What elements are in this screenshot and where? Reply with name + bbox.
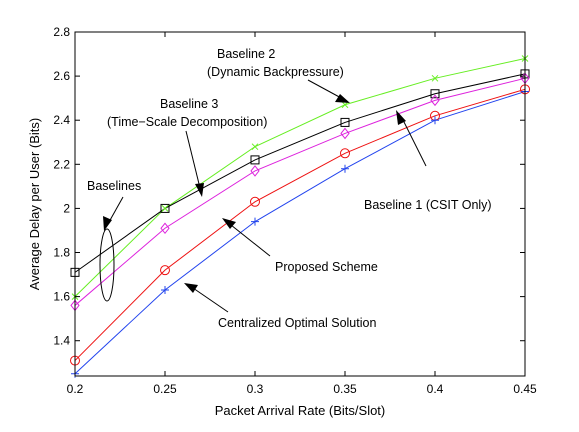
- data-point-baseline1: [430, 89, 440, 99]
- data-point-baseline3: [340, 127, 350, 140]
- data-point-proposed: [250, 196, 260, 207]
- y-axis-ticks: 1.4 1.6 1.8 2 2.2 2.4 2.6 2.8: [53, 25, 525, 348]
- data-point-proposed: [340, 148, 350, 159]
- y-tick-label: 2: [63, 201, 70, 215]
- plot-frame: [74, 31, 526, 377]
- data-point-baseline1: [160, 203, 170, 213]
- annotation-centralized-arrowhead: [184, 283, 198, 293]
- annotation-proposed-label: Proposed Scheme: [275, 260, 378, 274]
- data-point-baseline3: [430, 94, 440, 107]
- data-point-centralized: [431, 116, 439, 125]
- series-line-baseline1: [74, 73, 526, 273]
- annotation-baseline1-arrow: [401, 117, 427, 167]
- x-tick-label: 0.2: [67, 382, 84, 396]
- annotation-baseline2-arrow: [307, 79, 344, 100]
- annotation-centralized-label: Centralized Optimal Solution: [218, 316, 376, 330]
- annotation-baselines-arrow: [108, 196, 124, 223]
- y-tick-label: 2.4: [53, 113, 70, 127]
- annotation-proposed-arrowhead: [222, 218, 236, 229]
- data-point-baseline1: [340, 117, 350, 127]
- annotations: Baseline 2 (Dynamic Backpressure) Baseli…: [87, 47, 492, 330]
- x-tick-label: 0.45: [513, 382, 537, 396]
- data-point-baseline2: [431, 74, 439, 82]
- annotation-baseline2-arrowhead: [335, 94, 350, 103]
- annotation-baseline1-arrowhead: [396, 110, 406, 125]
- series-line-baseline2: [74, 57, 526, 297]
- annotation-baseline3-arrow: [185, 130, 201, 189]
- data-point-baseline3: [250, 165, 260, 177]
- y-tick-label: 1.4: [53, 334, 70, 348]
- data-point-baseline2: [161, 205, 169, 212]
- annotation-baselines-label: Baselines: [87, 179, 141, 193]
- y-tick-label: 2.2: [53, 157, 70, 171]
- data-point-centralized: [341, 164, 349, 173]
- annotation-baseline2-subtitle: (Dynamic Backpressure): [207, 65, 344, 79]
- x-tick-label: 0.35: [333, 382, 357, 396]
- data-point-centralized: [251, 217, 259, 226]
- data-point-baseline3: [160, 222, 170, 235]
- data-point-baseline2: [251, 143, 259, 151]
- annotation-baseline1-label: Baseline 1 (CSIT Only): [364, 198, 492, 212]
- annotation-baseline3-arrowhead: [195, 183, 204, 197]
- x-axis-label: Packet Arrival Rate (Bits/Slot): [215, 403, 386, 418]
- annotation-proposed-arrow: [230, 224, 271, 257]
- series-line-baseline3: [74, 77, 526, 306]
- x-tick-label: 0.3: [247, 382, 264, 396]
- plot-lines: [74, 57, 526, 375]
- annotation-baseline2-title: Baseline 2: [217, 47, 275, 61]
- data-point-centralized: [161, 286, 169, 294]
- annotation-centralized-arrow: [192, 287, 229, 313]
- annotation-baselines-arrowhead: [103, 216, 112, 231]
- y-axis-label: Average Delay per User (Bits): [27, 118, 42, 290]
- x-tick-label: 0.25: [153, 382, 177, 396]
- x-tick-label: 0.4: [427, 382, 444, 396]
- y-tick-label: 2.8: [53, 25, 70, 39]
- series-line-centralized: [74, 91, 526, 375]
- data-point-proposed: [160, 265, 170, 276]
- x-axis-ticks: 0.2 0.25 0.3 0.35 0.4 0.45: [67, 32, 537, 396]
- y-tick-label: 1.6: [53, 290, 70, 304]
- annotation-baseline3-title: Baseline 3: [160, 97, 218, 111]
- data-point-baseline1: [250, 155, 260, 165]
- y-tick-label: 2.6: [53, 69, 70, 83]
- y-tick-label: 1.8: [53, 246, 70, 260]
- annotation-baselines-ellipse: [99, 228, 115, 302]
- annotation-baseline3-subtitle: (Time−Scale Decomposition): [107, 115, 267, 129]
- plot-markers: [70, 55, 530, 378]
- series-line-proposed: [74, 88, 526, 361]
